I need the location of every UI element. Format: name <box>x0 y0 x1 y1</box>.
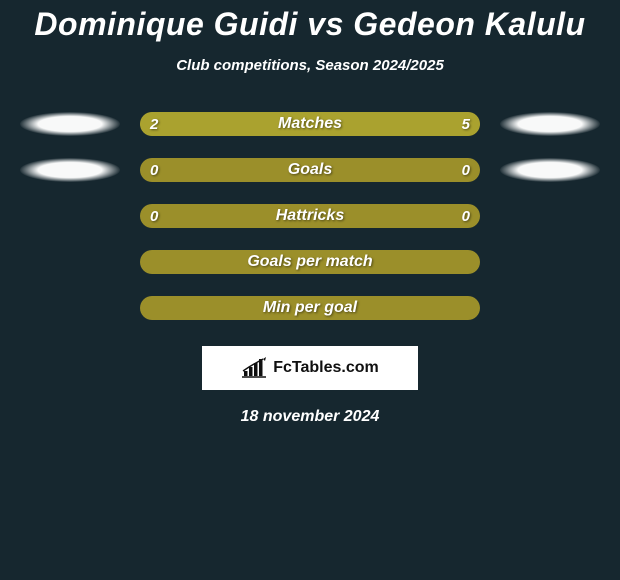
stat-row: Min per goal <box>0 296 620 320</box>
stat-label: Min per goal <box>140 296 480 320</box>
stat-value-left: 2 <box>150 112 158 136</box>
stat-value-left: 0 <box>150 204 158 228</box>
stat-bar: Goals per match <box>140 250 480 274</box>
stat-row: Goals0 0 <box>0 158 620 182</box>
date-text: 18 november 2024 <box>0 408 620 426</box>
stat-bar: Hattricks0 0 <box>140 204 480 228</box>
stat-row: Goals per match <box>0 250 620 274</box>
stat-bar: Goals0 0 <box>140 158 480 182</box>
brand-box[interactable]: FcTables.com <box>202 346 418 390</box>
page-title: Dominique Guidi vs Gedeon Kalulu <box>0 0 620 43</box>
stat-value-right: 0 <box>462 204 470 228</box>
player-left-name: Dominique Guidi <box>34 6 297 42</box>
player-right-shadow <box>500 158 600 182</box>
player-right-shadow <box>500 112 600 136</box>
stat-value-left: 0 <box>150 158 158 182</box>
player-right-name: Gedeon Kalulu <box>353 6 585 42</box>
stat-label: Goals per match <box>140 250 480 274</box>
vs-text: vs <box>307 6 344 42</box>
stat-value-right: 5 <box>462 112 470 136</box>
brand-text: FcTables.com <box>273 359 379 377</box>
stats-container: Matches25Goals00Hattricks00Goals per mat… <box>0 112 620 320</box>
stat-label: Hattricks <box>140 204 480 228</box>
stat-row: Hattricks0 0 <box>0 204 620 228</box>
stat-row: Matches2 5 <box>0 112 620 136</box>
player-left-shadow <box>20 158 120 182</box>
stat-label: Goals <box>140 158 480 182</box>
stat-bar: Min per goal <box>140 296 480 320</box>
stat-label: Matches <box>140 112 480 136</box>
brand-chart-icon <box>241 357 269 379</box>
subtitle: Club competitions, Season 2024/2025 <box>0 57 620 74</box>
stat-bar: Matches2 5 <box>140 112 480 136</box>
player-left-shadow <box>20 112 120 136</box>
stat-value-right: 0 <box>462 158 470 182</box>
